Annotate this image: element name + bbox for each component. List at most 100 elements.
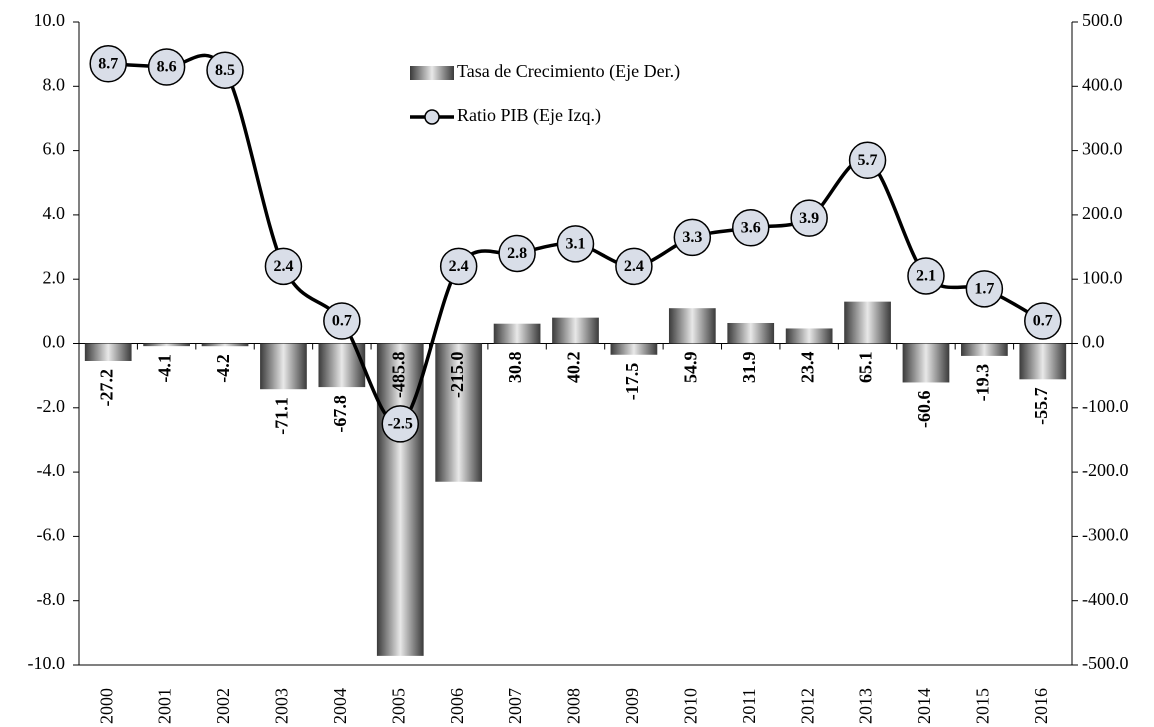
- line-value-label: 0.7: [332, 313, 352, 330]
- line-value-label: 2.8: [507, 245, 527, 262]
- line-marker: [1024, 302, 1062, 340]
- bar: [961, 343, 1008, 356]
- bar: [260, 343, 307, 390]
- y2-tick-label: 400.0: [1082, 74, 1123, 94]
- line-marker: [147, 48, 186, 86]
- bar-value-label: 30.8: [505, 352, 525, 384]
- y2-tick-label: 500.0: [1082, 10, 1123, 30]
- line: [108, 53, 1044, 426]
- bar-value-label: -19.3: [973, 364, 993, 402]
- x-tick-label: 2012: [797, 688, 817, 724]
- bar: [201, 343, 249, 347]
- bar: [143, 343, 190, 347]
- line-marker: [323, 302, 361, 340]
- line-marker: [848, 141, 887, 179]
- line-value-label: 3.9: [799, 210, 819, 227]
- line-marker: [556, 225, 595, 263]
- bar: [668, 308, 716, 344]
- x-tick-label: 2000: [96, 688, 116, 724]
- bar-value-label: 31.9: [739, 352, 759, 384]
- x-tick-label: 2013: [856, 688, 876, 724]
- y2-tick-label: 0.0: [1082, 332, 1105, 352]
- line-marker: [381, 405, 420, 443]
- bar-value-label: -17.5: [622, 363, 642, 401]
- y-tick-label: 6.0: [43, 139, 66, 159]
- line-value-label: 0.7: [1033, 313, 1053, 330]
- y-tick-label: -10.0: [28, 653, 66, 673]
- y-tick-label: -6.0: [37, 525, 66, 545]
- x-tick-label: 2011: [739, 688, 759, 723]
- x-tick-label: 2015: [973, 688, 993, 724]
- line-value-label: 3.6: [741, 219, 761, 236]
- line-value-label: 3.3: [682, 229, 702, 246]
- bar-value-label: 65.1: [856, 352, 876, 384]
- x-tick-label: 2003: [272, 688, 292, 724]
- x-tick-label: 2008: [564, 688, 584, 724]
- bar: [785, 328, 833, 344]
- bar-value-label: -4.2: [213, 354, 233, 383]
- y-tick-label: 8.0: [43, 74, 66, 94]
- line-marker: [264, 247, 303, 286]
- x-tick-label: 2014: [914, 688, 934, 724]
- y-tick-label: 0.0: [43, 332, 66, 352]
- y2-tick-label: 300.0: [1082, 139, 1123, 159]
- bar-value-label: -215.0: [447, 352, 467, 399]
- bar-value-label: 54.9: [680, 352, 700, 384]
- bar-value-label: -67.8: [330, 395, 350, 433]
- x-tick-label: 2016: [1031, 688, 1051, 724]
- y-tick-label: -2.0: [37, 396, 66, 416]
- x-tick-label: 2002: [213, 688, 233, 724]
- bar: [435, 343, 483, 482]
- y-tick-label: -4.0: [37, 460, 66, 480]
- bar: [84, 343, 132, 361]
- bar-value-label: 23.4: [797, 352, 817, 384]
- bar-value-label: -60.6: [914, 390, 934, 428]
- line-value-label: 2.4: [624, 258, 644, 275]
- line-marker: [731, 209, 770, 247]
- legend-label: Ratio PIB (Eje Izq.): [457, 105, 601, 126]
- bar-value-label: -55.7: [1031, 387, 1051, 425]
- line-marker: [907, 257, 945, 295]
- line-value-label: 8.6: [157, 59, 177, 76]
- line-marker: [965, 270, 1004, 308]
- y2-tick-label: -500.0: [1082, 653, 1129, 673]
- bar-value-label: -71.1: [272, 397, 292, 435]
- bar: [493, 323, 541, 344]
- bar: [1019, 343, 1067, 380]
- y2-tick-label: -100.0: [1082, 396, 1129, 416]
- line-marker: [439, 247, 478, 286]
- x-tick-label: 2004: [330, 688, 350, 724]
- y2-tick-label: -200.0: [1082, 460, 1129, 480]
- line-marker: [673, 218, 712, 257]
- line-marker: [790, 199, 828, 237]
- line-value-label: 3.1: [566, 236, 586, 253]
- y-tick-label: 10.0: [34, 10, 66, 30]
- y-tick-label: 4.0: [43, 203, 66, 223]
- x-tick-label: 2001: [155, 688, 175, 724]
- legend-label: Tasa de Crecimiento (Eje Der.): [457, 61, 680, 82]
- line-value-label: 2.4: [273, 258, 293, 275]
- line-value-label: 5.7: [858, 152, 878, 169]
- line-value-label: -2.5: [388, 416, 413, 433]
- bar: [902, 343, 950, 383]
- line-marker: [89, 45, 127, 83]
- line-value-label: 8.7: [98, 55, 118, 72]
- x-tick-label: 2005: [388, 688, 408, 724]
- legend-swatch: [424, 109, 440, 125]
- x-tick-label: 2006: [447, 688, 467, 724]
- x-tick-label: 2010: [680, 688, 700, 724]
- line-value-label: 8.5: [215, 62, 235, 79]
- line-marker: [206, 51, 244, 89]
- y-tick-label: -8.0: [37, 589, 66, 609]
- line-marker: [615, 247, 653, 286]
- bar: [610, 343, 658, 355]
- y2-tick-label: -400.0: [1082, 589, 1129, 609]
- line-value-label: 1.7: [974, 281, 994, 298]
- legend-swatch: [410, 66, 454, 80]
- line-value-label: 2.4: [449, 258, 469, 275]
- bar-value-label: -27.2: [96, 369, 116, 407]
- line-value-label: 2.1: [916, 268, 936, 285]
- y2-tick-label: -300.0: [1082, 525, 1129, 545]
- x-tick-label: 2007: [505, 688, 525, 724]
